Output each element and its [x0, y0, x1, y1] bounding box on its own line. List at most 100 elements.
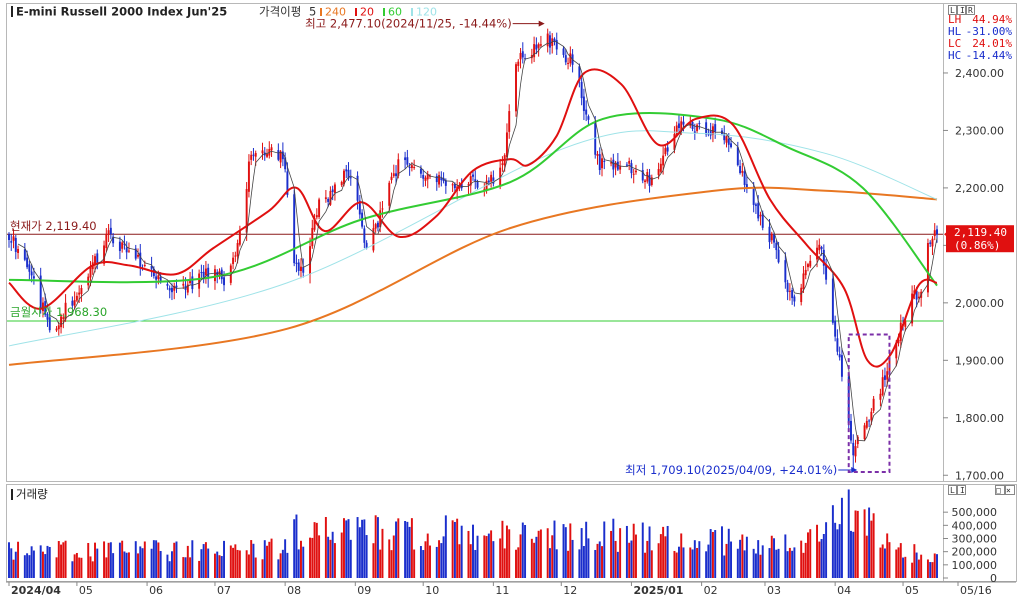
candle-body — [112, 236, 115, 244]
candle-body — [472, 174, 474, 177]
volume-bar — [234, 544, 237, 578]
indicator-period[interactable]: 5 — [309, 5, 316, 19]
volume-bar — [127, 552, 130, 578]
volume-tick-label: 100,000 — [952, 559, 998, 572]
candle-body — [870, 411, 873, 421]
date-tick-label: 11 — [495, 584, 509, 597]
volume-bar — [229, 545, 232, 578]
volume-bar — [761, 545, 764, 578]
candle-body — [548, 35, 551, 48]
candle-body — [582, 96, 585, 112]
candle-body — [578, 66, 581, 81]
volume-bar — [582, 546, 585, 578]
volume-bar — [601, 546, 603, 578]
volume-bar — [186, 545, 189, 578]
volume-bar — [675, 552, 678, 578]
candle-body — [508, 111, 511, 132]
volume-bar — [711, 531, 714, 578]
volume-bar — [515, 549, 517, 578]
candle-body — [297, 262, 300, 271]
candle-body — [648, 174, 651, 186]
volume-maximize-button[interactable]: □ — [996, 486, 1001, 495]
volume-bar — [252, 543, 255, 578]
ma-legend-label-240[interactable]: 240 — [325, 6, 346, 19]
volume-bar — [309, 537, 312, 578]
candle-body — [189, 278, 192, 284]
volume-bar — [476, 535, 479, 578]
volume-bar — [55, 557, 58, 578]
candle-body — [170, 287, 173, 293]
volume-bar — [388, 539, 391, 578]
candle-body — [451, 184, 454, 186]
candle-body — [365, 242, 368, 249]
candle-body — [895, 342, 898, 359]
candle-body — [854, 446, 857, 457]
candle-body — [41, 302, 44, 312]
candle-body — [698, 123, 701, 125]
volume-bar — [899, 543, 902, 578]
price-panel-buttons[interactable]: L I R — [948, 5, 975, 16]
candle-body — [917, 296, 920, 299]
volume-corner-l[interactable]: L — [950, 486, 955, 495]
volume-bar — [175, 541, 178, 578]
volume-bar — [390, 550, 393, 578]
volume-bar — [460, 525, 463, 578]
volume-corner-i[interactable]: I — [960, 486, 965, 495]
candle-body — [865, 420, 868, 428]
volume-bar — [770, 535, 773, 578]
volume-bar — [324, 516, 327, 578]
volume-bar — [754, 553, 757, 578]
ma-legend-label-60[interactable]: 60 — [388, 6, 402, 19]
candle-body — [936, 229, 938, 235]
volume-bar — [854, 510, 857, 578]
volume-bar — [392, 535, 395, 578]
candle-body — [693, 131, 696, 134]
candle-body — [850, 420, 852, 441]
candle-body — [467, 184, 470, 186]
volume-bar — [508, 529, 511, 578]
volume-bar — [517, 547, 520, 578]
current-price-tag: 2,119.40 (0.86%) — [944, 225, 1014, 253]
volume-bar — [883, 548, 886, 578]
volume-bar — [743, 550, 746, 578]
volume-bar — [204, 542, 207, 578]
volume-bar — [490, 530, 493, 578]
volume-bar — [888, 542, 891, 578]
low-arrow-head — [851, 467, 858, 474]
stat-label-hc: HC — [948, 49, 961, 62]
candle-body — [358, 200, 361, 215]
candle-body — [28, 264, 31, 272]
candle-body — [440, 177, 443, 181]
chart-title: E-mini Russell 2000 Index Jun'25 — [16, 5, 227, 19]
ma-line-120 — [8, 130, 938, 347]
low-annotation: 최저 1,709.10(2025/04/09, +24.01%) — [625, 463, 858, 477]
volume-bar — [80, 557, 83, 578]
candle-body — [616, 161, 619, 170]
candle-body — [80, 288, 83, 294]
volume-bar — [736, 548, 739, 578]
volume-bar — [936, 554, 938, 578]
chart-header: E-mini Russell 2000 Index Jun'25 가격이평 5 … — [11, 5, 437, 19]
volume-bar — [184, 557, 187, 578]
candle-body — [453, 184, 456, 189]
moving-average-lines — [8, 40, 938, 442]
candle-body — [78, 292, 81, 295]
volume-bar — [379, 549, 382, 578]
volume-bar — [247, 554, 250, 578]
corner-button-r[interactable]: R — [968, 6, 973, 15]
corner-button-i[interactable]: I — [960, 6, 965, 15]
candle-body — [277, 150, 280, 160]
volume-close-button[interactable]: × — [1006, 486, 1011, 495]
candle-body — [64, 302, 67, 320]
corner-button-l[interactable]: L — [950, 6, 955, 15]
indicator-label[interactable]: 가격이평 — [259, 5, 301, 19]
volume-bar — [295, 514, 298, 578]
candle-body — [284, 157, 287, 170]
ma-legend-label-120[interactable]: 120 — [416, 6, 437, 19]
volume-bar — [200, 549, 203, 578]
volume-bar — [17, 541, 20, 578]
ma-legend-label-20[interactable]: 20 — [360, 6, 374, 19]
candle-body — [60, 316, 63, 328]
volume-bar — [261, 559, 264, 578]
candle-body — [424, 177, 427, 181]
